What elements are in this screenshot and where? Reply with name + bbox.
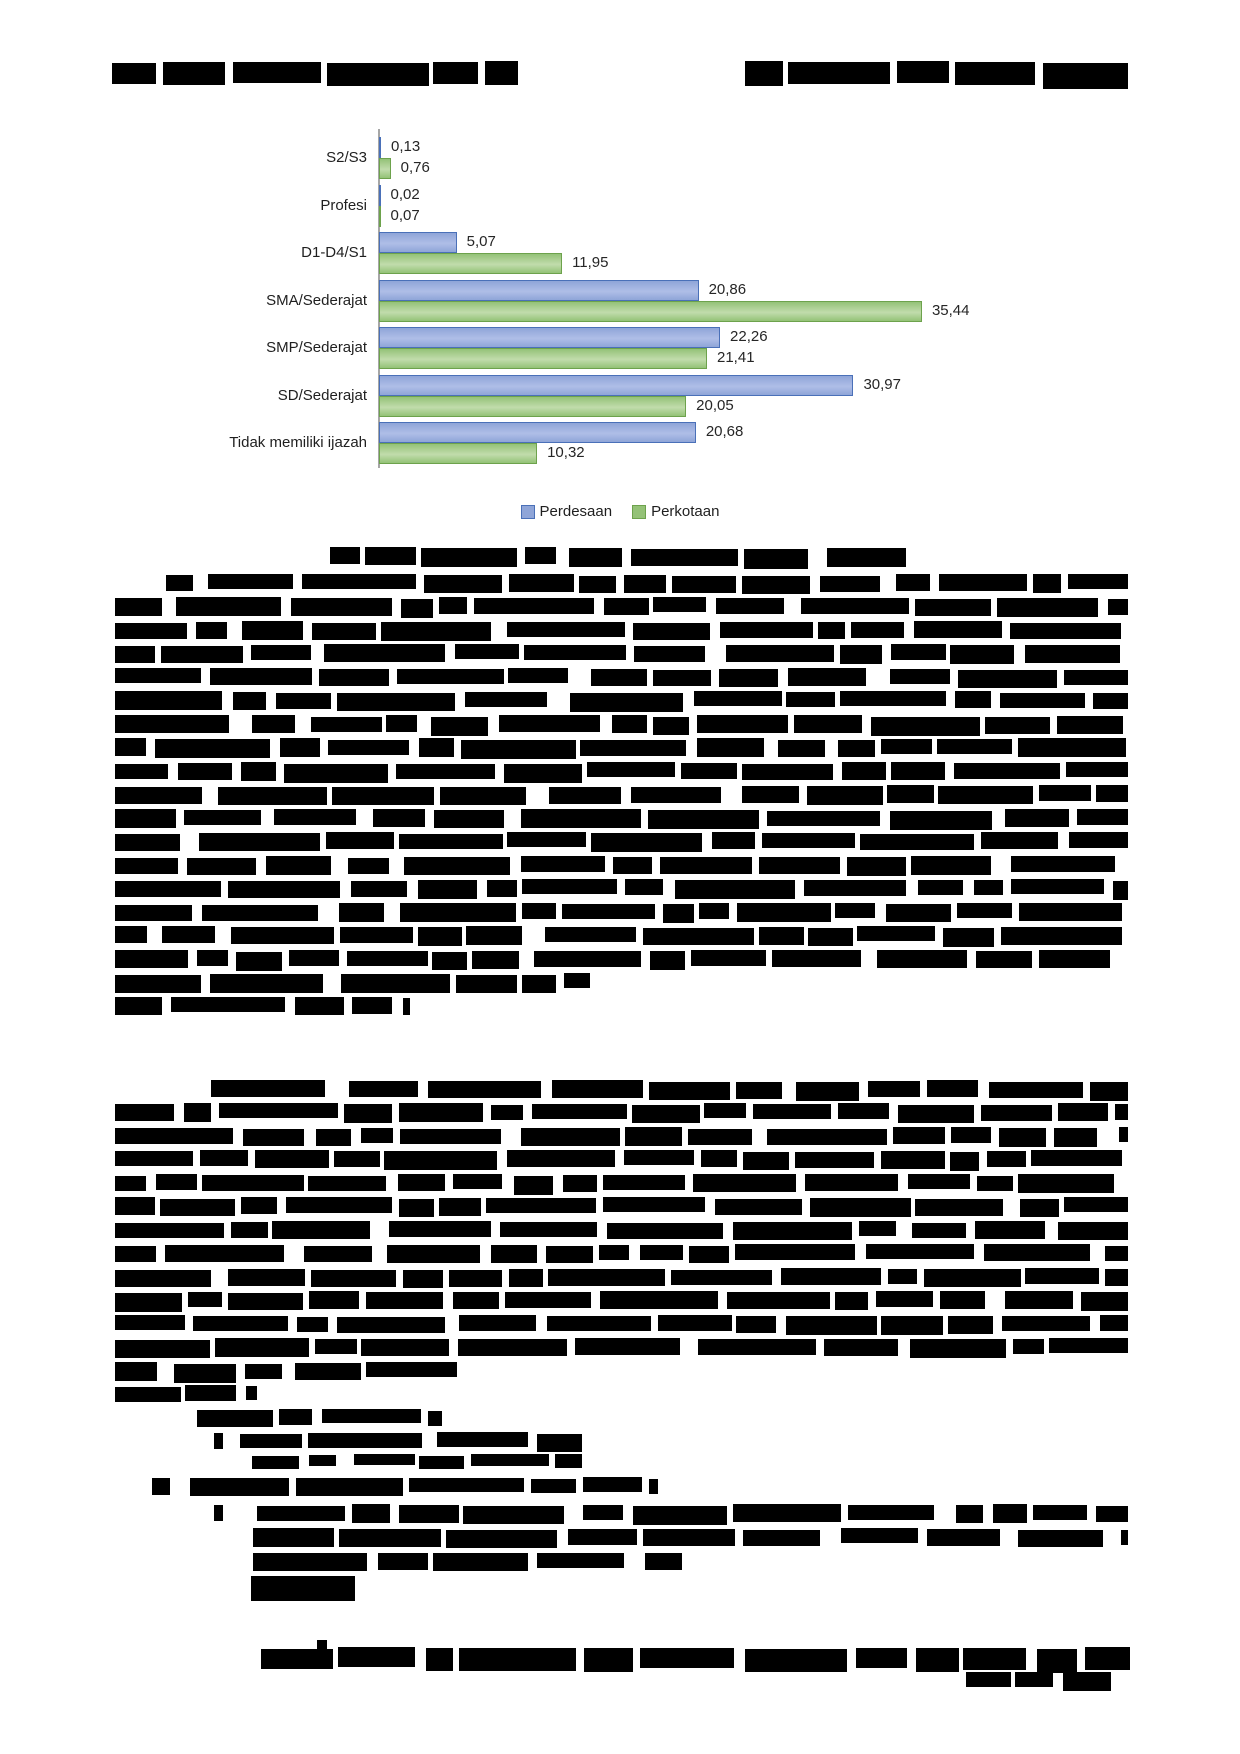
redacted-para2-line — [115, 1362, 480, 1383]
redacted-para1-line — [115, 879, 1128, 900]
redacted-para1-line — [115, 903, 1128, 923]
value-label: 10,32 — [547, 444, 585, 461]
redacted-para1-line — [166, 574, 1128, 594]
redacted-footnote-mark — [317, 1640, 327, 1649]
value-label: 0,02 — [390, 185, 420, 203]
redacted-list-line — [190, 1477, 658, 1496]
redacted-list-line — [257, 1504, 1128, 1525]
redacted-para2-line — [115, 1338, 1128, 1358]
bar-perkotaan-3 — [379, 300, 922, 322]
redacted-para2-line — [115, 1291, 1128, 1312]
redacted-para2-line — [115, 1174, 1128, 1195]
redacted-para2-line — [115, 1268, 1128, 1288]
category-label: SMP/Sederajat — [266, 339, 367, 356]
category-label: S2/S3 — [326, 149, 367, 166]
bar-perkotaan-6 — [379, 443, 538, 464]
legend-swatch-icon — [520, 504, 535, 519]
redacted-para1-line — [115, 644, 1128, 664]
redacted-para1-line — [115, 597, 1128, 618]
category-label: Profesi — [320, 196, 367, 214]
value-label: 22,26 — [730, 328, 768, 345]
redacted-list-marker — [214, 1433, 223, 1449]
chart-legend: Perdesaan Perkotaan — [0, 503, 1240, 520]
value-label: 0,76 — [400, 159, 430, 176]
category-label: Tidak memiliki ijazah — [229, 434, 367, 451]
value-label: 20,86 — [708, 280, 747, 298]
value-label: 5,07 — [466, 233, 496, 250]
redacted-list-line — [251, 1576, 355, 1601]
category-label: SMA/Sederajat — [266, 291, 367, 309]
redacted-para1-line — [115, 997, 410, 1015]
redacted-figure-caption-line — [330, 547, 906, 569]
redacted-para1-line — [115, 715, 1128, 736]
bar-perdesaan-1 — [379, 184, 381, 206]
bar-perkotaan-1 — [379, 205, 381, 227]
redacted-footnote-line — [261, 1647, 1130, 1673]
redacted-para2-line — [115, 1221, 1128, 1240]
legend-label: Perdesaan — [539, 503, 613, 520]
value-label: 35,44 — [931, 301, 970, 319]
redacted-list-line — [253, 1553, 682, 1571]
redacted-para2-line — [211, 1080, 1128, 1101]
redacted-para2-line — [115, 1127, 1128, 1147]
bar-perkotaan-0 — [379, 158, 391, 179]
redacted-list-line — [253, 1528, 1128, 1548]
redacted-para1-line — [115, 950, 1128, 971]
value-label: 11,95 — [572, 254, 609, 271]
redacted-para2-line — [115, 1315, 1128, 1335]
value-label: 0,13 — [390, 138, 421, 155]
legend-label: Perkotaan — [651, 503, 720, 520]
redacted-footnote-line — [966, 1672, 1111, 1691]
bar-perdesaan-4 — [379, 327, 721, 348]
redacted-list-marker — [214, 1505, 223, 1521]
redacted-list-marker — [152, 1478, 170, 1495]
redacted-para1-line — [115, 691, 1128, 712]
redacted-para1-line — [115, 738, 1128, 759]
bar-perkotaan-4 — [379, 348, 707, 369]
redacted-list-line — [197, 1409, 442, 1427]
value-label: 20,68 — [705, 423, 744, 440]
redacted-list-line — [240, 1432, 582, 1452]
redacted-para2-line — [115, 1385, 257, 1402]
category-label: D1-D4/S1 — [301, 244, 367, 261]
bar-perkotaan-2 — [379, 253, 563, 274]
bar-perkotaan-5 — [379, 395, 687, 417]
bar-perdesaan-0 — [379, 137, 381, 158]
redacted-para2-line — [115, 1244, 1128, 1263]
value-label: 0,07 — [390, 206, 420, 224]
redacted-para2-line — [115, 1150, 1128, 1171]
redacted-para1-line — [115, 856, 1128, 876]
redacted-para1-line — [115, 973, 590, 993]
legend-item-perdesaan: Perdesaan — [520, 503, 613, 520]
value-label: 21,41 — [717, 349, 755, 366]
bar-perdesaan-3 — [379, 279, 699, 301]
value-label: 30,97 — [863, 375, 901, 393]
redacted-para1-line — [115, 668, 1128, 688]
bar-perdesaan-5 — [379, 374, 854, 396]
redacted-para1-line — [115, 785, 1128, 805]
legend-item-perkotaan: Perkotaan — [632, 503, 719, 520]
redacted-para1-line — [115, 926, 1128, 947]
bar-perdesaan-2 — [379, 232, 457, 253]
redacted-list-line — [252, 1454, 582, 1469]
redacted-header-right-line — [745, 61, 1128, 89]
redacted-para1-line — [115, 762, 1128, 783]
redacted-para1-line — [115, 621, 1128, 641]
redacted-para2-line — [115, 1103, 1128, 1123]
value-label: 20,05 — [696, 396, 734, 414]
category-label: SD/Sederajat — [277, 386, 367, 404]
bar-perdesaan-6 — [379, 422, 696, 443]
redacted-para1-line — [115, 809, 1128, 830]
legend-swatch-icon — [632, 504, 647, 519]
redacted-para1-line — [115, 832, 1128, 852]
redacted-header-left-line — [112, 61, 518, 86]
redacted-para2-line — [115, 1197, 1128, 1217]
